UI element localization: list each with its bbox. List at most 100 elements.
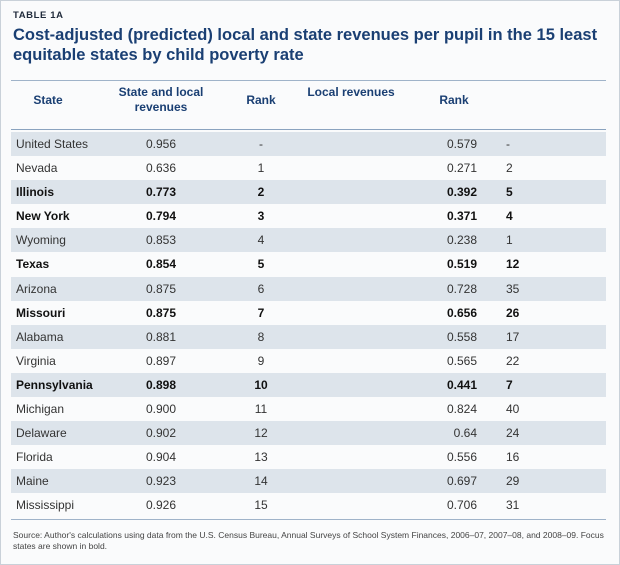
cell-rank-1: 1 xyxy=(257,161,265,176)
cell-local-revenues: 0.392 xyxy=(446,185,477,200)
cell-state: Delaware xyxy=(16,426,67,441)
table-row: Alabama 0.881 8 0.558 17 xyxy=(11,324,606,349)
bottom-rule xyxy=(11,519,606,520)
cell-rank-1: 2 xyxy=(257,185,265,200)
cell-rank-2: 40 xyxy=(506,402,520,417)
table-title: Cost-adjusted (predicted) local and stat… xyxy=(13,26,598,64)
cell-rank-2: 2 xyxy=(506,161,513,176)
cell-rank-1: 12 xyxy=(254,426,268,441)
cell-state-local-revenues: 0.636 xyxy=(145,161,177,176)
cell-state-local-revenues: 0.956 xyxy=(145,137,177,151)
cell-local-revenues: 0.728 xyxy=(446,281,477,296)
cell-state-local-revenues: 0.773 xyxy=(145,185,177,200)
table-row: Virginia 0.897 9 0.565 22 xyxy=(11,349,606,373)
header-state: State xyxy=(33,93,63,107)
cell-state: United States xyxy=(16,137,89,151)
cell-rank-1: - xyxy=(259,137,263,151)
table-row: Arizona 0.875 6 0.728 35 xyxy=(11,276,606,301)
cell-rank-2: 5 xyxy=(506,185,513,200)
cell-state: Michigan xyxy=(16,402,65,417)
top-rule xyxy=(11,80,606,81)
cell-state: Mississippi xyxy=(16,498,75,513)
cell-rank-2: 17 xyxy=(506,329,520,344)
cell-rank-1: 5 xyxy=(257,257,265,272)
header-local-revenues: Local revenues xyxy=(307,85,395,99)
cell-rank-2: - xyxy=(506,137,510,151)
cell-state-local-revenues: 0.926 xyxy=(145,498,177,513)
cell-rank-1: 13 xyxy=(254,450,268,465)
header-rank-1: Rank xyxy=(246,93,276,107)
table-body: United States 0.956 - 0.579 - Nevada 0.636 1 0.2… xyxy=(11,132,606,518)
table-row: Texas 0.854 5 0.519 12 xyxy=(11,252,606,276)
cell-state: Maine xyxy=(16,474,49,489)
cell-state-local-revenues: 0.904 xyxy=(145,450,177,465)
cell-state: Virginia xyxy=(16,353,56,368)
cell-state: Florida xyxy=(16,450,53,465)
cell-local-revenues: 0.558 xyxy=(446,329,477,344)
table-row: Florida 0.904 13 0.556 16 xyxy=(11,445,606,469)
cell-rank-2: 35 xyxy=(506,281,520,296)
table-row: Illinois 0.773 2 0.392 5 xyxy=(11,180,606,205)
cell-rank-1: 10 xyxy=(254,377,268,392)
cell-state: Alabama xyxy=(16,329,64,344)
table-row: Delaware 0.902 12 0.64 24 xyxy=(11,421,606,446)
cell-state-local-revenues: 0.875 xyxy=(145,305,177,320)
cell-rank-1: 3 xyxy=(257,209,265,224)
cell-state-local-revenues: 0.902 xyxy=(145,426,177,441)
cell-rank-2: 7 xyxy=(506,377,513,392)
cell-state-local-revenues: 0.897 xyxy=(145,353,177,368)
cell-local-revenues: 0.271 xyxy=(446,161,477,176)
table-row: Nevada 0.636 1 0.271 2 xyxy=(11,156,606,180)
cell-local-revenues: 0.579 xyxy=(446,137,477,151)
cell-state: New York xyxy=(16,209,70,224)
cell-state-local-revenues: 0.900 xyxy=(145,402,177,417)
cell-rank-2: 12 xyxy=(506,257,520,272)
cell-rank-1: 9 xyxy=(257,353,265,368)
header-state-local-revenues: State and local revenues xyxy=(118,85,204,114)
cell-rank-2: 24 xyxy=(506,426,520,441)
cell-state-local-revenues: 0.881 xyxy=(145,329,177,344)
table-row: Wyoming 0.853 4 0.238 1 xyxy=(11,228,606,253)
cell-state-local-revenues: 0.875 xyxy=(145,281,177,296)
cell-state: Illinois xyxy=(16,185,55,200)
cell-state: Nevada xyxy=(16,161,58,176)
cell-local-revenues: 0.441 xyxy=(446,377,477,392)
table-row: Maine 0.923 14 0.697 29 xyxy=(11,469,606,494)
cell-state-local-revenues: 0.923 xyxy=(145,474,177,489)
cell-state: Wyoming xyxy=(16,233,66,248)
header-rank-2: Rank xyxy=(439,93,469,107)
table-row: Pennsylvania 0.898 10 0.441 7 xyxy=(11,372,606,398)
cell-state: Pennsylvania xyxy=(16,377,93,392)
cell-local-revenues: 0.371 xyxy=(446,209,477,224)
cell-local-revenues: 0.824 xyxy=(446,402,477,417)
cell-state: Missouri xyxy=(16,305,66,320)
cell-local-revenues: 0.697 xyxy=(446,474,477,489)
table-row: New York 0.794 3 0.371 4 xyxy=(11,204,606,228)
table-row: Mississippi 0.926 15 0.706 31 xyxy=(11,493,606,517)
cell-local-revenues: 0.556 xyxy=(446,450,477,465)
cell-local-revenues: 0.565 xyxy=(446,353,477,368)
cell-state: Arizona xyxy=(16,281,57,296)
table-row: Michigan 0.900 11 0.824 40 xyxy=(11,397,606,421)
header-rule xyxy=(11,129,606,130)
cell-rank-1: 11 xyxy=(254,402,268,417)
cell-rank-1: 8 xyxy=(257,329,265,344)
cell-local-revenues: 0.64 xyxy=(453,426,477,441)
cell-state-local-revenues: 0.898 xyxy=(145,377,177,392)
cell-rank-2: 29 xyxy=(506,474,520,489)
cell-rank-2: 26 xyxy=(506,305,520,320)
table-row: Missouri 0.875 7 0.656 26 xyxy=(11,301,606,325)
cell-local-revenues: 0.519 xyxy=(446,257,477,272)
cell-state: Texas xyxy=(16,257,50,272)
table-label: TABLE 1A xyxy=(13,10,64,21)
source-footnote: Source: Author's calculations using data… xyxy=(13,530,604,551)
cell-local-revenues: 0.238 xyxy=(446,233,477,248)
cell-local-revenues: 0.706 xyxy=(446,498,477,513)
cell-rank-1: 15 xyxy=(254,498,268,513)
cell-rank-1: 14 xyxy=(254,474,268,489)
cell-local-revenues: 0.656 xyxy=(446,305,477,320)
cell-state-local-revenues: 0.854 xyxy=(145,257,177,272)
cell-rank-1: 6 xyxy=(257,281,265,296)
cell-rank-2: 4 xyxy=(506,209,513,224)
